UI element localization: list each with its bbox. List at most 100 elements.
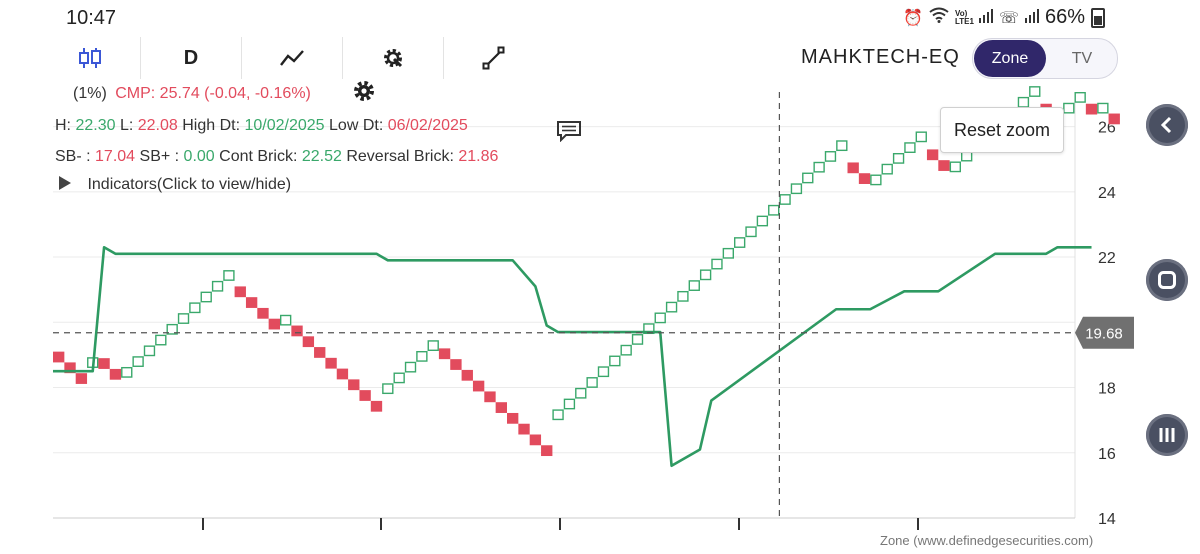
down-brick <box>336 368 349 380</box>
up-brick <box>904 142 916 153</box>
low-date: 06/02/2025 <box>387 117 468 134</box>
down-brick <box>109 368 122 380</box>
line-chart-icon <box>280 50 304 66</box>
up-brick <box>609 355 621 367</box>
y-tick-label: 14 <box>1098 511 1116 528</box>
high-value: 22.30 <box>75 117 116 134</box>
settings-button[interactable] <box>343 37 444 79</box>
draw-tool-icon <box>482 46 505 70</box>
zone-toggle-button[interactable]: Zone <box>974 40 1046 77</box>
battery-icon <box>1091 7 1105 28</box>
up-brick <box>211 280 224 292</box>
down-brick <box>472 380 485 392</box>
home-square-icon <box>1158 271 1176 289</box>
status-bar: 10:47 ⏰ Vo) LTE1 ☏ 66% <box>0 0 1200 36</box>
footer-credit: Zone (www.definedgesecurities.com) <box>880 533 1094 548</box>
recents-icon <box>1159 428 1175 442</box>
high-date: 10/02/2025 <box>244 117 325 134</box>
line-chart-button[interactable] <box>242 37 343 79</box>
up-brick <box>756 215 769 227</box>
chart-toolbar: D <box>40 36 544 80</box>
crosshair-value-box <box>1075 316 1134 349</box>
comment-icon <box>557 121 581 143</box>
down-brick <box>325 357 337 369</box>
volte-icon: Vo) LTE1 <box>954 8 974 26</box>
indicators-toggle[interactable]: Indicators(Click to view/hide) <box>59 176 291 194</box>
down-brick <box>257 307 269 319</box>
up-brick <box>1074 91 1086 103</box>
down-brick <box>450 359 462 370</box>
recents-nav-button[interactable] <box>1146 414 1188 456</box>
draw-tool-button[interactable] <box>444 37 544 79</box>
up-brick <box>892 152 905 164</box>
chevron-left-icon <box>1160 116 1172 134</box>
up-brick <box>1063 102 1075 114</box>
info-line-3: SB- : 17.04 SB+ : 0.00 Cont Brick: 22.52… <box>55 148 499 165</box>
down-brick <box>507 412 519 424</box>
percent-label: (1%) <box>73 85 107 102</box>
down-brick <box>64 362 76 374</box>
up-brick <box>790 183 803 195</box>
wifi-icon <box>929 7 949 28</box>
indicators-label: Indicators(Click to view/hide) <box>87 176 292 193</box>
chart-settings-button[interactable] <box>352 79 376 108</box>
down-brick <box>529 434 542 446</box>
status-icons: ⏰ Vo) LTE1 ☏ 66% <box>903 6 1105 29</box>
low-value: 22.08 <box>137 117 178 134</box>
up-brick <box>824 151 837 162</box>
up-brick <box>223 270 235 281</box>
down-brick <box>302 336 315 348</box>
back-nav-button[interactable] <box>1146 104 1188 146</box>
up-brick <box>699 269 712 281</box>
up-brick <box>427 340 439 351</box>
up-brick <box>722 247 734 259</box>
up-brick <box>189 302 201 314</box>
up-brick <box>552 409 564 421</box>
down-brick <box>268 318 280 330</box>
up-brick <box>949 161 961 173</box>
down-brick <box>98 358 110 369</box>
up-brick <box>734 237 746 248</box>
up-brick <box>881 163 893 175</box>
up-brick <box>620 344 632 356</box>
up-brick <box>597 366 610 378</box>
signal-icon <box>978 6 993 29</box>
y-tick-label: 18 <box>1098 381 1116 398</box>
down-brick <box>53 351 65 363</box>
reversal-brick-value: 21.86 <box>458 148 499 165</box>
up-brick <box>836 140 848 152</box>
info-line-2: H: 22.30 L: 22.08 High Dt: 10/02/2025 Lo… <box>55 117 468 134</box>
signal-icon <box>1024 6 1039 29</box>
down-brick <box>938 160 950 171</box>
up-brick <box>393 372 405 384</box>
home-nav-button[interactable] <box>1146 259 1188 301</box>
up-brick <box>870 174 882 186</box>
down-brick <box>245 297 258 308</box>
sb-minus-value: 17.04 <box>95 148 136 165</box>
tv-toggle-button[interactable]: TV <box>1071 49 1093 67</box>
candlestick-icon <box>79 48 101 68</box>
down-brick <box>438 348 451 360</box>
up-brick <box>586 377 598 388</box>
up-brick <box>1029 86 1041 97</box>
reset-zoom-button[interactable]: Reset zoom <box>940 107 1064 153</box>
up-brick <box>745 226 757 238</box>
up-brick <box>915 131 927 143</box>
up-brick <box>677 290 689 302</box>
candlestick-button[interactable] <box>40 37 141 79</box>
up-brick <box>802 172 814 184</box>
info-line-1: (1%) CMP: 25.74 (-0.04, -0.16%) <box>73 85 311 103</box>
up-brick <box>177 313 190 324</box>
symbol-title: MAHKTECH-EQ <box>801 46 960 68</box>
up-brick <box>654 312 666 324</box>
series-line <box>53 245 1092 468</box>
cont-brick-value: 22.52 <box>301 148 342 165</box>
comment-button[interactable] <box>556 120 582 147</box>
interval-label: D <box>183 46 199 69</box>
down-brick <box>314 347 326 358</box>
down-brick <box>518 423 530 435</box>
view-toggle: Zone TV <box>972 38 1118 79</box>
up-brick <box>416 350 428 362</box>
interval-button[interactable]: D <box>141 37 242 79</box>
